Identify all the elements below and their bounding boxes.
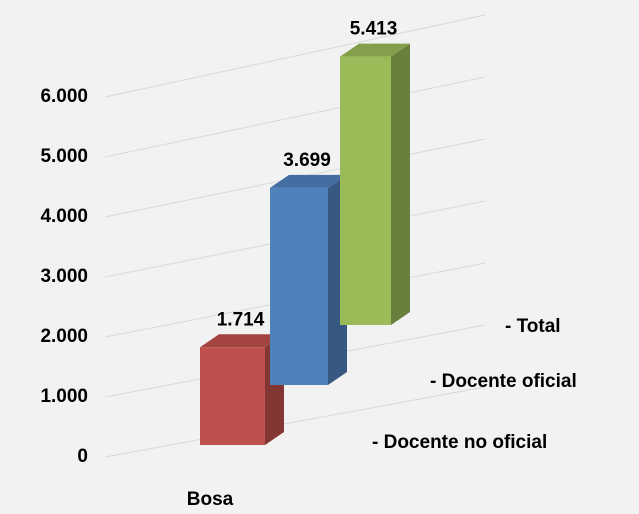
y-tick-label: 3.000 [40, 266, 88, 287]
grid-line [104, 76, 486, 158]
x-tick-label: Bosa [187, 489, 234, 510]
y-tick-label: 4.000 [40, 206, 88, 227]
y-tick-label: 0 [77, 446, 88, 467]
bar-side [391, 43, 410, 325]
y-tick-label: 5.000 [40, 146, 88, 167]
legend-label: - Docente no oficial [372, 432, 547, 453]
bar-top [340, 43, 410, 57]
grid-line [104, 386, 486, 458]
data-label: 1.714 [217, 309, 265, 330]
bar [200, 347, 265, 445]
bar-top [270, 174, 347, 188]
y-tick-label: 2.000 [40, 326, 88, 347]
data-label: 3.699 [283, 150, 331, 171]
grid-line [104, 14, 486, 98]
y-tick-label: 1.000 [40, 386, 88, 407]
legend-label: - Total [505, 316, 561, 337]
data-label: 5.413 [350, 19, 398, 40]
legend-label: - Docente oficial [430, 371, 577, 392]
bar [340, 56, 391, 325]
y-tick-label: 6.000 [40, 86, 88, 107]
bar [270, 187, 328, 385]
bar-top [200, 334, 284, 348]
